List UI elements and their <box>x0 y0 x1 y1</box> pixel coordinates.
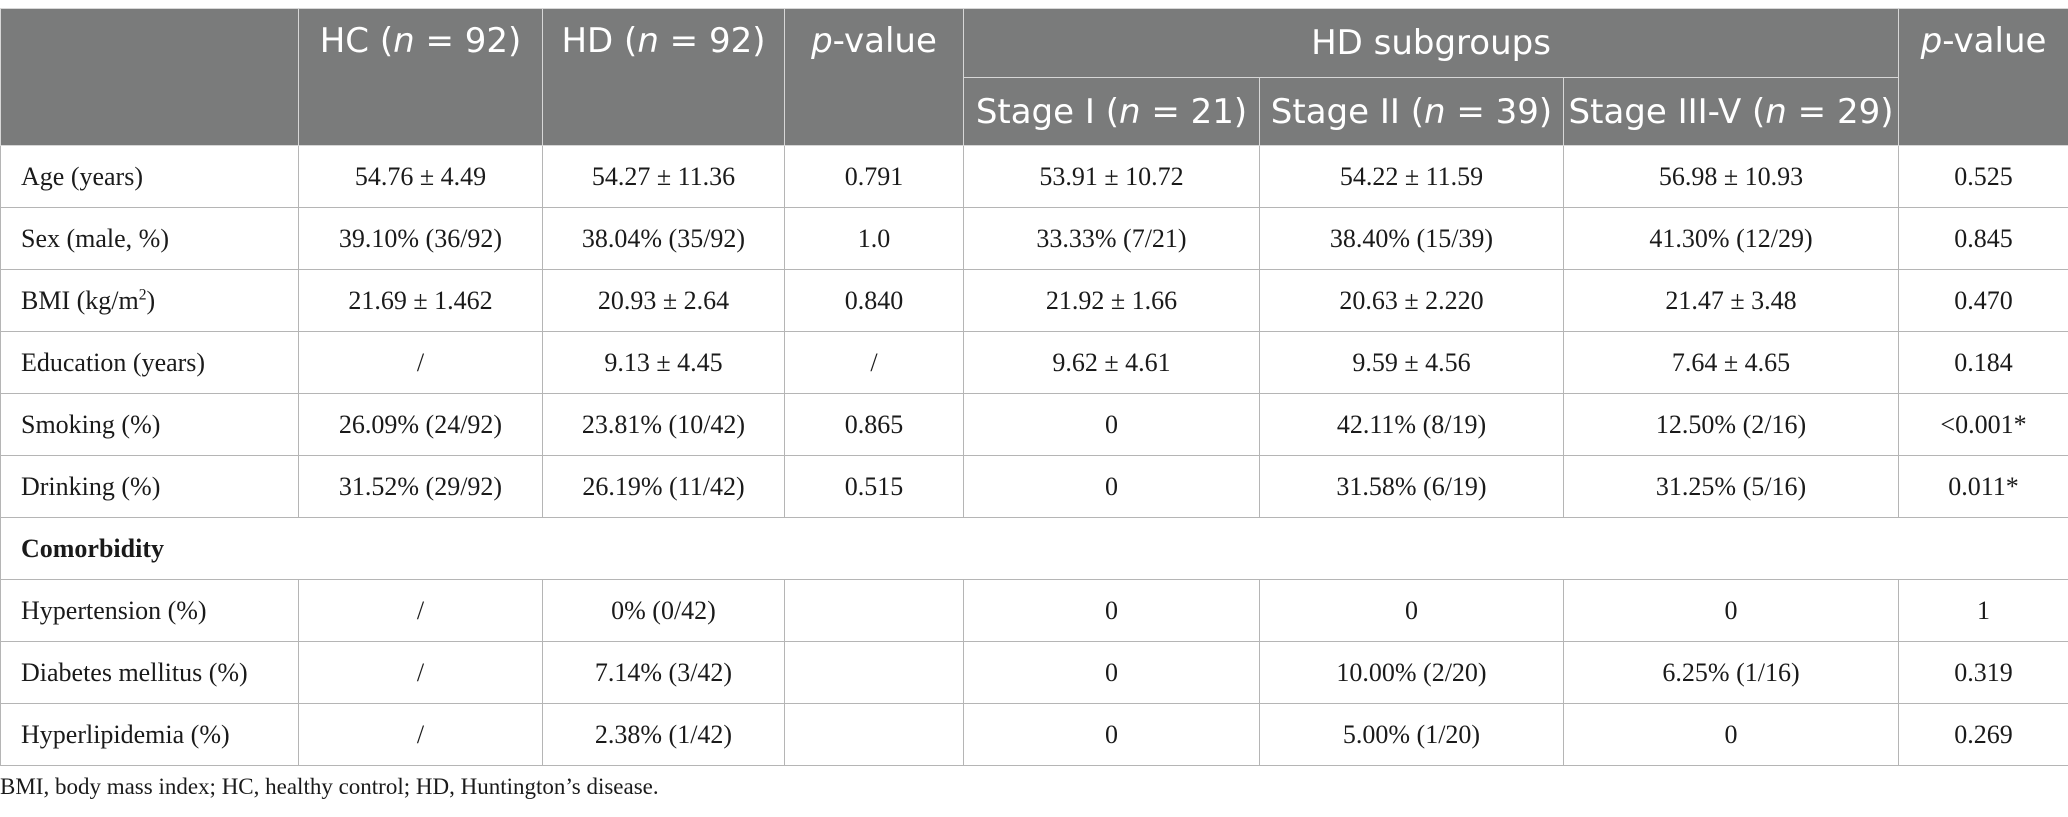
table-row: Drinking (%) 31.52% (29/92) 26.19% (11/4… <box>0 455 2068 518</box>
cell-p-value: 0.515 <box>784 455 964 518</box>
cell-stage-1: 33.33% (7/21) <box>963 207 1260 270</box>
table-header: HC (n = 92) HD (n = 92) p-value HD subgr… <box>0 8 2068 146</box>
cell-stage-2: 38.40% (15/39) <box>1259 207 1564 270</box>
cell-p-value: 1.0 <box>784 207 964 270</box>
cell-stage-2: 10.00% (2/20) <box>1259 641 1564 704</box>
table-row: Education (years) / 9.13 ± 4.45 / 9.62 ±… <box>0 331 2068 394</box>
section-row: Comorbidity <box>0 517 2068 580</box>
cell-stage-1: 0 <box>963 641 1260 704</box>
row-label: Hyperlipidemia (%) <box>0 703 299 766</box>
cell-hd: 38.04% (35/92) <box>542 207 785 270</box>
row-label: Hypertension (%) <box>0 579 299 642</box>
cell-p-value: 0.865 <box>784 393 964 456</box>
table-body: Age (years) 54.76 ± 4.49 54.27 ± 11.36 0… <box>0 145 2068 766</box>
table-row: Sex (male, %) 39.10% (36/92) 38.04% (35/… <box>0 207 2068 270</box>
row-label: Sex (male, %) <box>0 207 299 270</box>
cell-p-value-subgroups: 0.184 <box>1898 331 2068 394</box>
row-label: Diabetes mellitus (%) <box>0 641 299 704</box>
table-row: Smoking (%) 26.09% (24/92) 23.81% (10/42… <box>0 393 2068 456</box>
header-empty-cell <box>0 8 299 146</box>
cell-hd: 20.93 ± 2.64 <box>542 269 785 332</box>
cell-stage-3-5: 0 <box>1562 579 1900 642</box>
row-label: Smoking (%) <box>0 393 299 456</box>
cell-stage-1: 0 <box>963 393 1260 456</box>
cell-hd: 54.27 ± 11.36 <box>542 145 785 208</box>
cell-stage-1: 53.91 ± 10.72 <box>963 145 1260 208</box>
table-footnote: BMI, body mass index; HC, healthy contro… <box>0 774 659 799</box>
cell-p-value <box>784 641 964 704</box>
cell-hc: 31.52% (29/92) <box>298 455 543 518</box>
cell-hd: 26.19% (11/42) <box>542 455 785 518</box>
cell-p-value-subgroups: 0.525 <box>1898 145 2068 208</box>
cell-stage-3-5: 12.50% (2/16) <box>1562 393 1900 456</box>
row-label: Age (years) <box>0 145 299 208</box>
cell-hc: / <box>298 703 543 766</box>
row-label: Drinking (%) <box>0 455 299 518</box>
cell-stage-2: 20.63 ± 2.220 <box>1259 269 1564 332</box>
cell-hc: 54.76 ± 4.49 <box>298 145 543 208</box>
cell-p-value: / <box>784 331 964 394</box>
cell-stage-3-5: 41.30% (12/29) <box>1562 207 1900 270</box>
cell-hc: / <box>298 331 543 394</box>
cell-stage-1: 0 <box>963 703 1260 766</box>
cell-hc: / <box>298 579 543 642</box>
cell-stage-2: 54.22 ± 11.59 <box>1259 145 1564 208</box>
cell-hc: / <box>298 641 543 704</box>
cell-hc: 21.69 ± 1.462 <box>298 269 543 332</box>
cell-stage-2: 0 <box>1259 579 1564 642</box>
cell-stage-2: 31.58% (6/19) <box>1259 455 1564 518</box>
header-stage-1: Stage I (n = 21) <box>963 77 1260 146</box>
cell-hc: 39.10% (36/92) <box>298 207 543 270</box>
cell-stage-1: 9.62 ± 4.61 <box>963 331 1260 394</box>
cell-hd: 7.14% (3/42) <box>542 641 785 704</box>
cell-hc: 26.09% (24/92) <box>298 393 543 456</box>
table-row: Diabetes mellitus (%) / 7.14% (3/42) 0 1… <box>0 641 2068 704</box>
row-label: Education (years) <box>0 331 299 394</box>
cell-p-value: 0.791 <box>784 145 964 208</box>
header-hd: HD (n = 92) <box>542 8 785 146</box>
cell-p-value-subgroups: <0.001* <box>1898 393 2068 456</box>
cell-stage-2: 42.11% (8/19) <box>1259 393 1564 456</box>
cell-p-value-subgroups: 0.319 <box>1898 641 2068 704</box>
header-stage-2: Stage II (n = 39) <box>1259 77 1564 146</box>
section-heading-comorbidity: Comorbidity <box>0 517 2068 580</box>
table-row: BMI (kg/m2) 21.69 ± 1.462 20.93 ± 2.64 0… <box>0 269 2068 332</box>
cell-p-value <box>784 579 964 642</box>
cell-stage-3-5: 6.25% (1/16) <box>1562 641 1900 704</box>
cell-stage-3-5: 21.47 ± 3.48 <box>1562 269 1900 332</box>
cell-stage-3-5: 31.25% (5/16) <box>1562 455 1900 518</box>
cell-p-value-subgroups: 0.470 <box>1898 269 2068 332</box>
cell-p-value <box>784 703 964 766</box>
cell-stage-3-5: 7.64 ± 4.65 <box>1562 331 1900 394</box>
header-p-value: p-value <box>784 8 964 146</box>
cell-stage-1: 21.92 ± 1.66 <box>963 269 1260 332</box>
cell-p-value-subgroups: 0.845 <box>1898 207 2068 270</box>
header-stage-3-5: Stage III-V (n = 29) <box>1562 77 1900 146</box>
cell-stage-2: 5.00% (1/20) <box>1259 703 1564 766</box>
table-row: Hypertension (%) / 0% (0/42) 0 0 0 1 <box>0 579 2068 642</box>
cell-hd: 9.13 ± 4.45 <box>542 331 785 394</box>
cell-p-value: 0.840 <box>784 269 964 332</box>
row-label: BMI (kg/m2) <box>0 269 299 332</box>
table-row: Hyperlipidemia (%) / 2.38% (1/42) 0 5.00… <box>0 703 2068 766</box>
cell-p-value-subgroups: 0.269 <box>1898 703 2068 766</box>
cell-stage-1: 0 <box>963 579 1260 642</box>
cell-p-value-subgroups: 1 <box>1898 579 2068 642</box>
cell-hd: 23.81% (10/42) <box>542 393 785 456</box>
cell-hd: 0% (0/42) <box>542 579 785 642</box>
demographics-table: HC (n = 92) HD (n = 92) p-value HD subgr… <box>0 8 2068 766</box>
cell-stage-1: 0 <box>963 455 1260 518</box>
cell-hd: 2.38% (1/42) <box>542 703 785 766</box>
cell-stage-3-5: 0 <box>1562 703 1900 766</box>
header-hc: HC (n = 92) <box>298 8 543 146</box>
header-hd-subgroups: HD subgroups <box>962 8 1900 78</box>
cell-p-value-subgroups: 0.011* <box>1898 455 2068 518</box>
header-p-value-subgroups: p-value <box>1898 8 2068 146</box>
cell-stage-2: 9.59 ± 4.56 <box>1259 331 1564 394</box>
cell-stage-3-5: 56.98 ± 10.93 <box>1562 145 1900 208</box>
table-row: Age (years) 54.76 ± 4.49 54.27 ± 11.36 0… <box>0 145 2068 208</box>
